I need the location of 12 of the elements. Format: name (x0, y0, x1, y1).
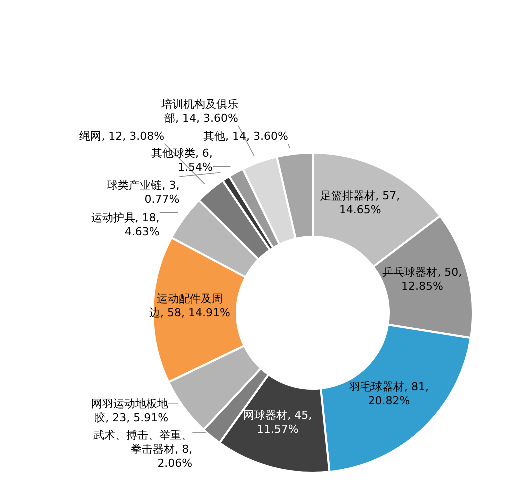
slice-label: 武术、搏击、举重、拳击器材, 8, 2.06% (94, 428, 193, 470)
slice-label: 运动护具, 18, 4.63% (91, 211, 160, 238)
slice-label: 球类产业链, 3, 0.77% (107, 178, 180, 206)
slice-label: 培训机构及俱乐部, 14, 3.60% (160, 97, 238, 124)
slice-label: 其他, 14, 3.60% (204, 130, 288, 143)
slice-label: 羽毛球器材, 81, 20.82% (349, 380, 429, 408)
slice-label: 其他球类, 6, 1.54% (151, 146, 213, 174)
slice-label: 绳网, 12, 3.08% (80, 129, 165, 142)
slice-label: 足篮排器材, 57, 14.65% (320, 188, 400, 216)
slice-label: 网球器材, 45, 11.57% (244, 408, 312, 436)
slice-label: 网羽运动地板地胶, 23, 5.91% (92, 396, 169, 424)
slice-label: 乒乓球器材, 50, 12.85% (382, 266, 462, 293)
